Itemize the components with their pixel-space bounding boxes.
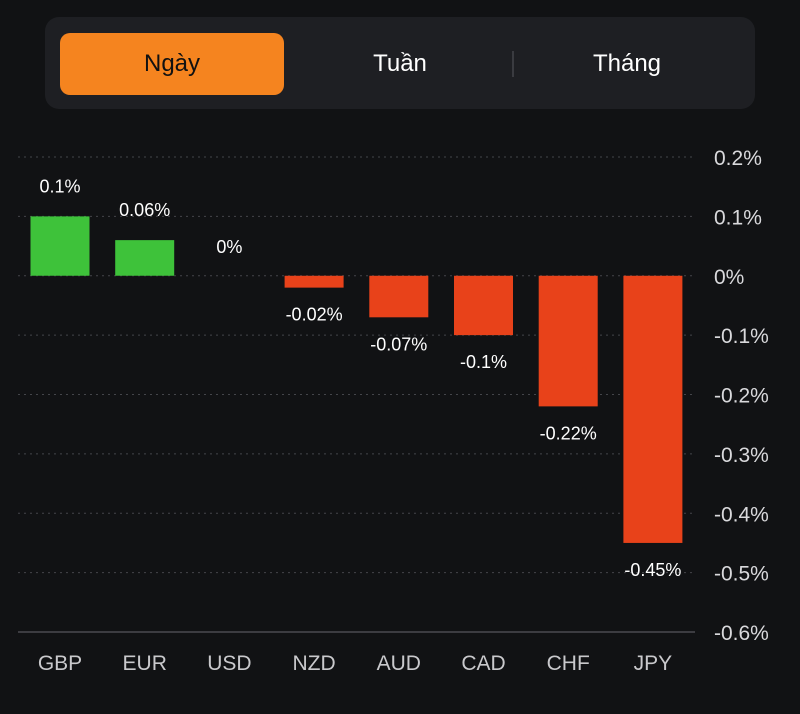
x-tick-label: AUD: [377, 652, 421, 675]
value-label: 0.06%: [119, 200, 170, 220]
value-label: -0.1%: [460, 352, 507, 372]
y-tick-label: 0%: [714, 266, 744, 289]
y-tick-label: -0.3%: [714, 444, 769, 467]
bar-chf: [538, 275, 598, 407]
value-label: -0.07%: [370, 334, 427, 354]
y-tick-label: 0.2%: [714, 147, 762, 170]
y-tick-label: -0.1%: [714, 325, 769, 348]
bar-eur: [115, 240, 175, 276]
y-tick-label: -0.6%: [714, 622, 769, 645]
value-label: -0.45%: [624, 560, 681, 580]
value-label: -0.22%: [540, 423, 597, 443]
x-tick-label: CAD: [461, 652, 505, 675]
x-tick-label: EUR: [123, 652, 167, 675]
x-tick-label: NZD: [293, 652, 336, 675]
x-tick-label: GBP: [38, 652, 82, 675]
period-selector: Ngày Tuần Tháng: [45, 17, 755, 109]
y-tick-label: -0.2%: [714, 385, 769, 408]
bar-cad: [454, 275, 513, 336]
x-tick-label: JPY: [634, 652, 673, 675]
value-label: 0.1%: [39, 176, 80, 196]
x-tick-label: USD: [207, 652, 251, 675]
y-tick-label: -0.4%: [714, 503, 769, 526]
value-label: -0.02%: [286, 305, 343, 325]
tab-day[interactable]: Ngày: [60, 33, 284, 95]
bar-aud: [369, 275, 429, 318]
bar-nzd: [284, 275, 344, 288]
value-label: 0%: [216, 237, 242, 257]
tab-divider: [512, 51, 514, 77]
tab-month[interactable]: Tháng: [592, 50, 662, 77]
x-tick-label: CHF: [547, 652, 590, 675]
bar-gbp: [30, 216, 90, 276]
y-tick-label: -0.5%: [714, 563, 769, 586]
bar-jpy: [623, 275, 683, 543]
tab-week[interactable]: Tuần: [373, 50, 427, 77]
y-tick-label: 0.1%: [714, 206, 762, 229]
